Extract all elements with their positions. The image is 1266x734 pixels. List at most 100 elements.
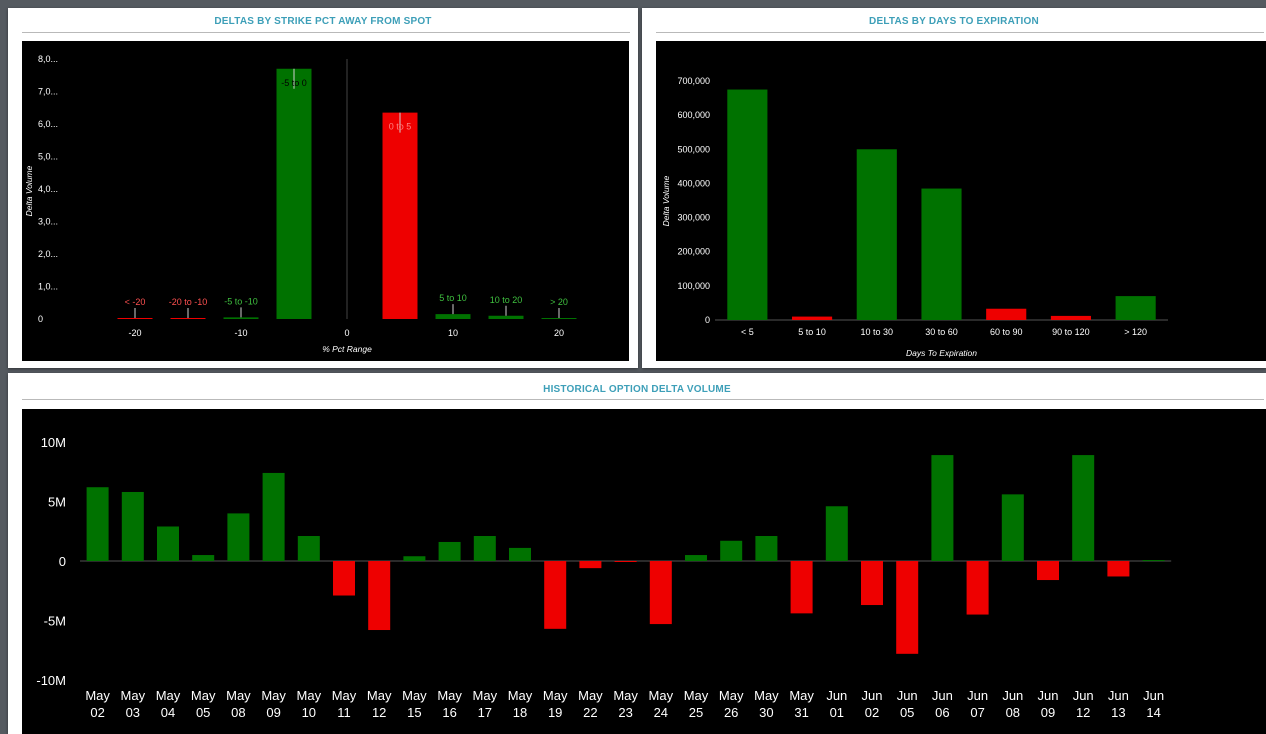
- bar-label: -5 to 0: [281, 78, 307, 88]
- bar: [1037, 561, 1059, 581]
- bar: [790, 561, 813, 614]
- bar: [755, 536, 778, 561]
- x-tick-label-day: 04: [161, 705, 175, 720]
- bar: [403, 556, 426, 561]
- x-tick-label-month: May: [156, 688, 181, 703]
- bar-label: 0 to 5: [389, 122, 412, 132]
- bar: [541, 318, 577, 319]
- strike-chart: 0 1,0... 2,0... 3,0... 4,0... 5,0... 6,0... 7,0…: [24, 54, 577, 354]
- x-tick-label-month: May: [437, 688, 462, 703]
- bar: [685, 555, 707, 561]
- x-tick-label-day: 05: [196, 705, 210, 720]
- bar-label: > 20: [550, 297, 568, 307]
- x-tick-label: 10: [448, 328, 458, 338]
- x-tick-label-day: 31: [794, 705, 808, 720]
- x-tick-label-day: 19: [548, 705, 562, 720]
- x-tick-label-day: 18: [513, 705, 527, 720]
- x-tick-label-month: May: [191, 688, 216, 703]
- bar-label: 5 to 10: [439, 293, 467, 303]
- x-tick-label-month: May: [578, 688, 603, 703]
- y-tick-label: 400,000: [677, 178, 710, 188]
- y-tick-label: -5M: [44, 614, 66, 629]
- x-tick-label-day: 08: [1006, 705, 1020, 720]
- bar: [856, 149, 897, 320]
- x-tick-label-day: 30: [759, 705, 773, 720]
- x-tick-label-day: 12: [372, 705, 386, 720]
- x-tick-label-month: May: [684, 688, 709, 703]
- x-tick-label-month: May: [649, 688, 674, 703]
- bar: [1072, 455, 1095, 561]
- y-tick-label: 1,0...: [38, 282, 58, 292]
- x-tick-label: 0: [344, 328, 349, 338]
- x-tick-label: -10: [234, 328, 247, 338]
- x-tick-label-day: 07: [970, 705, 984, 720]
- y-tick-label: 10M: [41, 435, 66, 450]
- bar: [921, 188, 962, 320]
- x-tick-label-month: Jun: [1073, 688, 1094, 703]
- x-tick-label-month: May: [367, 688, 392, 703]
- strike-panel-title: DELTAS BY STRIKE PCT AWAY FROM SPOT: [214, 16, 432, 27]
- y-tick-label: 700,000: [677, 76, 710, 86]
- bar-label: -5 to -10: [224, 296, 258, 306]
- y-tick-label: 200,000: [677, 247, 710, 257]
- x-tick-label-month: May: [85, 688, 110, 703]
- x-tick-label-day: 14: [1146, 705, 1160, 720]
- x-tick-label-day: 23: [618, 705, 632, 720]
- x-tick-label-month: Jun: [932, 688, 953, 703]
- x-tick-label-day: 02: [90, 705, 104, 720]
- x-tick-label-month: May: [473, 688, 498, 703]
- x-tick-label-month: May: [613, 688, 638, 703]
- bar: [727, 89, 768, 321]
- x-tick-label-month: May: [332, 688, 357, 703]
- bar: [509, 547, 531, 561]
- strike-panel: DELTAS BY STRIKE PCT AWAY FROM SPOT 0 1,0…: [8, 8, 638, 368]
- bar: [473, 536, 496, 561]
- y-tick-label: 2,0...: [38, 249, 58, 259]
- y-tick-label: 5M: [48, 495, 66, 510]
- x-tick-label-day: 26: [724, 705, 738, 720]
- x-tick-label-month: May: [261, 688, 286, 703]
- y-tick-label: 0: [59, 554, 66, 569]
- bar: [1142, 560, 1165, 562]
- bar: [614, 561, 637, 562]
- y-tick-label: 300,000: [677, 213, 710, 223]
- bar: [223, 317, 259, 319]
- x-tick-label: 5 to 10: [798, 327, 826, 337]
- bar: [720, 540, 743, 561]
- x-tick-label: -20: [128, 328, 141, 338]
- x-tick-label-day: 25: [689, 705, 703, 720]
- expiry-chart: 0 100,000 200,000 300,000 400,000 500,000 600,…: [661, 76, 1168, 358]
- bar: [438, 541, 461, 561]
- x-tick-label-day: 01: [830, 705, 844, 720]
- x-tick-label-month: May: [297, 688, 322, 703]
- bar: [966, 561, 989, 615]
- x-tick-label-month: Jun: [862, 688, 883, 703]
- bar: [649, 561, 672, 625]
- bar-label: 10 to 20: [490, 295, 523, 305]
- x-tick-label-day: 09: [266, 705, 280, 720]
- strike-panel-divider: [22, 32, 630, 33]
- y-axis-title: Delta Volume: [661, 175, 671, 226]
- y-tick-label: 0: [705, 315, 710, 325]
- bar: [488, 315, 524, 319]
- x-tick-label: > 120: [1124, 327, 1147, 337]
- bar: [382, 112, 418, 319]
- y-tick-label: 500,000: [677, 144, 710, 154]
- x-tick-label-day: 03: [126, 705, 140, 720]
- x-tick-label-day: 08: [231, 705, 245, 720]
- bar: [262, 472, 285, 561]
- x-tick-label: 20: [554, 328, 564, 338]
- x-tick-label-day: 17: [478, 705, 492, 720]
- y-tick-label: 600,000: [677, 110, 710, 120]
- x-tick-label-day: 06: [935, 705, 949, 720]
- bar: [276, 68, 312, 319]
- bar: [792, 316, 833, 320]
- history-panel: HISTORICAL OPTION DELTA VOLUME 10M 5M 0 -5M…: [8, 373, 1266, 734]
- y-tick-label: 0: [38, 314, 43, 324]
- bar: [579, 561, 602, 569]
- bar: [227, 513, 250, 561]
- x-tick-label-month: May: [719, 688, 744, 703]
- bar: [157, 526, 179, 561]
- bar: [435, 314, 471, 319]
- x-tick-label-day: 10: [302, 705, 316, 720]
